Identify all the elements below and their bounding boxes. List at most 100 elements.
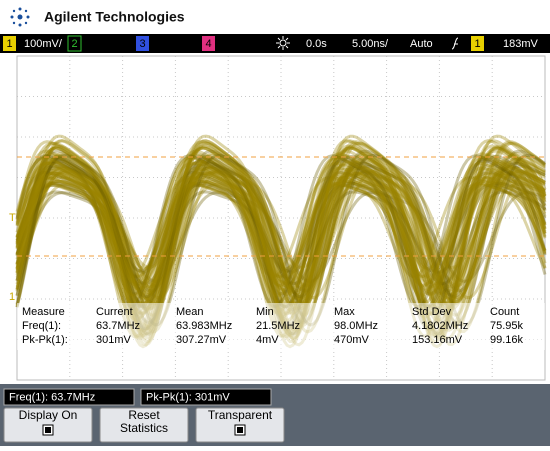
trace <box>15 172 546 305</box>
trace <box>15 183 547 279</box>
softkey-label: Display On <box>19 408 78 422</box>
trig-level: 183mV <box>503 38 539 50</box>
ch4: 4 <box>205 38 211 50</box>
measure-cell: 470mV <box>334 334 370 346</box>
trigger-mode: Auto <box>410 38 433 50</box>
trace <box>15 160 546 297</box>
trace <box>15 161 546 299</box>
trace <box>15 171 547 292</box>
trace <box>15 160 546 300</box>
brand: Agilent Technologies <box>44 9 185 25</box>
trace <box>15 159 547 305</box>
measure-cell: 21.5MHz <box>256 320 300 332</box>
trigger-marker: T <box>9 212 16 224</box>
trace <box>15 179 547 271</box>
softkey-label: Statistics <box>120 421 168 435</box>
trace <box>15 175 547 288</box>
trace <box>15 164 546 293</box>
measure-header: Max <box>334 306 355 318</box>
trace <box>15 191 546 283</box>
trace <box>15 171 546 305</box>
trace <box>15 176 547 284</box>
measure-table: Measure Current Mean Min Max Std Dev Count Freq… <box>22 306 524 346</box>
measure-cell: 4mV <box>256 334 279 346</box>
trace <box>15 182 547 287</box>
trace <box>15 169 546 301</box>
measure-cell: 4.1802MHz <box>412 320 468 332</box>
measure-cell: 98.0MHz <box>334 320 378 332</box>
trace <box>15 161 547 298</box>
trace <box>15 190 547 286</box>
measure-cell: 301mV <box>96 334 132 346</box>
trace <box>15 154 547 309</box>
measure-header: Count <box>490 306 519 318</box>
trace <box>15 157 546 304</box>
channel-marker: 1 <box>9 291 15 303</box>
measure-panel <box>17 303 545 350</box>
trace <box>15 166 546 289</box>
trace <box>15 166 546 293</box>
measure-cell: 75.95k <box>490 320 524 332</box>
trace <box>15 167 547 297</box>
delay: 0.0s <box>306 38 327 50</box>
trace <box>15 169 546 300</box>
trigger-slope-icon <box>451 37 459 50</box>
bottom-readout <box>140 388 272 406</box>
measure-cell: Pk-Pk(1): <box>22 334 68 346</box>
measure-header: Mean <box>176 306 204 318</box>
ch2-badge <box>67 35 82 52</box>
measure-cell: 153.16mV <box>412 334 463 346</box>
trace <box>15 181 547 274</box>
trig-source-badge <box>471 36 484 51</box>
trace <box>15 183 547 273</box>
measure-cell: 99.16k <box>490 334 524 346</box>
timebase: 5.00ns/ <box>352 38 389 50</box>
measure-header: Min <box>256 306 274 318</box>
measure-header: Current <box>96 306 133 318</box>
delay-icon <box>276 36 290 50</box>
measure-cell: 307.27mV <box>176 334 227 346</box>
bottom-readout <box>3 388 135 406</box>
trace <box>15 171 546 311</box>
trace <box>15 182 546 288</box>
softkey-check <box>237 427 243 433</box>
trig-source: 1 <box>474 38 480 50</box>
trace <box>15 170 547 296</box>
trace <box>15 179 546 270</box>
measure-cell: Freq(1): <box>22 320 61 332</box>
trace <box>15 179 547 294</box>
measure-cell: 63.7MHz <box>96 320 140 332</box>
trace <box>15 181 547 279</box>
trace <box>15 175 547 289</box>
bottom-readout-text: Freq(1): 63.7MHz <box>9 391 95 403</box>
measure-header: Std Dev <box>412 306 452 318</box>
ch1-badge <box>3 36 16 51</box>
trace <box>15 166 547 296</box>
trace <box>15 173 547 290</box>
ch3: 3 <box>139 38 145 50</box>
trace <box>15 171 547 306</box>
bottom-readout-text: Pk-Pk(1): 301mV <box>146 391 230 403</box>
measure-cell: 63.983MHz <box>176 320 232 332</box>
ch2: 2 <box>71 38 77 50</box>
trace <box>15 172 547 312</box>
trace <box>15 169 547 315</box>
softkey-label: Reset <box>128 408 160 422</box>
ch4-badge <box>202 36 215 51</box>
status-bar <box>0 34 550 53</box>
ch3-badge <box>136 36 149 51</box>
ch1-scale: 100mV/ <box>24 38 63 50</box>
softkey-label: Transparent <box>208 408 273 422</box>
ch1: 1 <box>6 38 12 50</box>
logo <box>10 7 30 27</box>
measure-header: Measure <box>22 306 65 318</box>
trace <box>15 180 547 286</box>
trace <box>15 176 547 279</box>
trace <box>15 164 546 300</box>
grid-frame <box>16 55 546 381</box>
trace <box>15 156 547 304</box>
softkey-check <box>45 427 51 433</box>
softkey[interactable] <box>99 407 189 443</box>
